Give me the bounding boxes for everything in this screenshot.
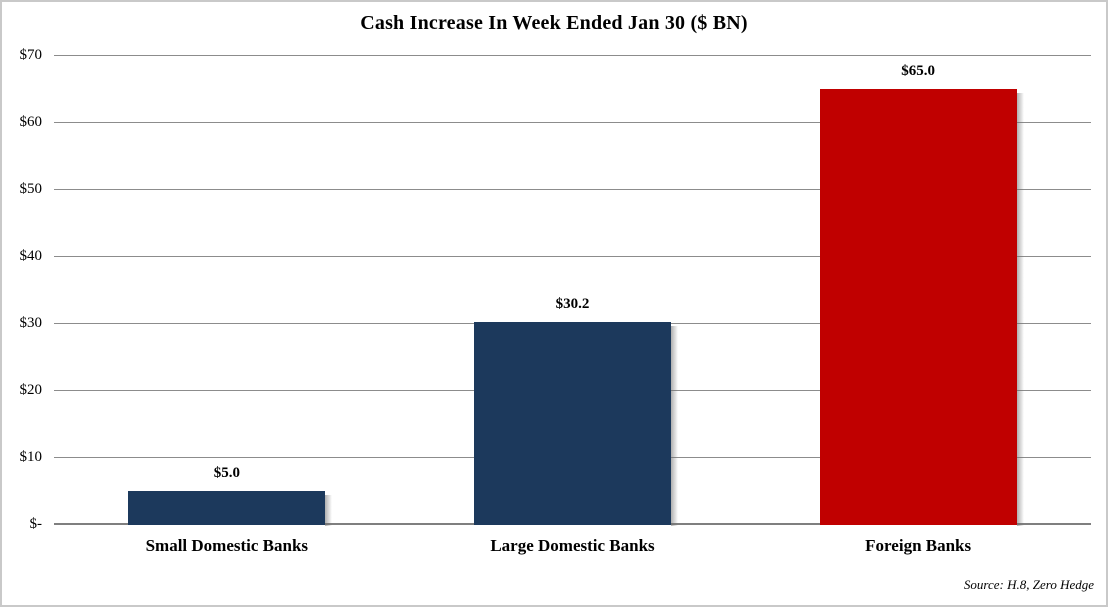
bar: [128, 490, 326, 525]
gridline: [54, 122, 1091, 123]
y-axis-tick-label: $70: [19, 47, 43, 63]
bar: [819, 88, 1017, 525]
bar-shadow: [325, 494, 333, 526]
gridline: [54, 256, 1091, 257]
x-axis-category-label: Small Domestic Banks: [145, 536, 309, 555]
gridline: [54, 189, 1091, 190]
bar: [474, 321, 671, 525]
y-axis-tick-label: $20: [19, 382, 43, 398]
chart-title: Cash Increase In Week Ended Jan 30 ($ BN…: [360, 12, 748, 34]
y-axis-tick-label: $50: [19, 181, 43, 197]
gridline: [54, 55, 1091, 56]
bar-shadow: [1016, 92, 1024, 526]
x-axis-category-label: Large Domestic Banks: [490, 536, 655, 555]
y-axis-tick-label: $40: [19, 248, 43, 264]
y-axis-tick-label: $10: [19, 449, 43, 465]
source-note: Source: H.8, Zero Hedge: [963, 577, 1094, 592]
x-axis-category-label: Foreign Banks: [865, 536, 972, 555]
y-axis-tick-label: $60: [19, 114, 43, 130]
bar-value-label: $5.0: [213, 464, 240, 481]
bar-value-label: $65.0: [901, 62, 936, 79]
y-axis-tick-label: $30: [19, 315, 43, 331]
y-axis-tick-label: $-: [29, 516, 43, 532]
bar-shadow: [671, 325, 678, 526]
bar-value-label: $30.2: [555, 295, 590, 312]
